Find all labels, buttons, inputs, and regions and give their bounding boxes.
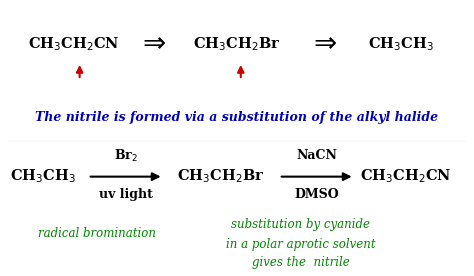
Text: radical bromination: radical bromination [38, 227, 156, 240]
Text: in a polar aprotic solvent: in a polar aprotic solvent [226, 238, 376, 251]
Text: CH$_3$CH$_2$CN: CH$_3$CH$_2$CN [27, 35, 119, 53]
Text: ⇒: ⇒ [313, 30, 337, 58]
Text: NaCN: NaCN [296, 149, 337, 163]
Text: ⇒: ⇒ [142, 30, 166, 58]
Text: CH$_3$CH$_2$Br: CH$_3$CH$_2$Br [177, 168, 264, 185]
Text: The nitrile is formed via a substitution of the alkyl halide: The nitrile is formed via a substitution… [36, 111, 438, 124]
Text: uv light: uv light [99, 188, 153, 201]
Text: CH$_3$CH$_2$Br: CH$_3$CH$_2$Br [193, 35, 281, 53]
Text: DMSO: DMSO [294, 188, 339, 201]
Text: CH$_3$CH$_2$CN: CH$_3$CH$_2$CN [359, 168, 451, 185]
Text: CH$_3$CH$_3$: CH$_3$CH$_3$ [368, 35, 433, 53]
Text: Br$_2$: Br$_2$ [114, 148, 137, 164]
Text: gives the  nitrile: gives the nitrile [252, 256, 350, 269]
Text: CH$_3$CH$_3$: CH$_3$CH$_3$ [10, 168, 75, 185]
Text: substitution by cyanide: substitution by cyanide [231, 218, 371, 232]
